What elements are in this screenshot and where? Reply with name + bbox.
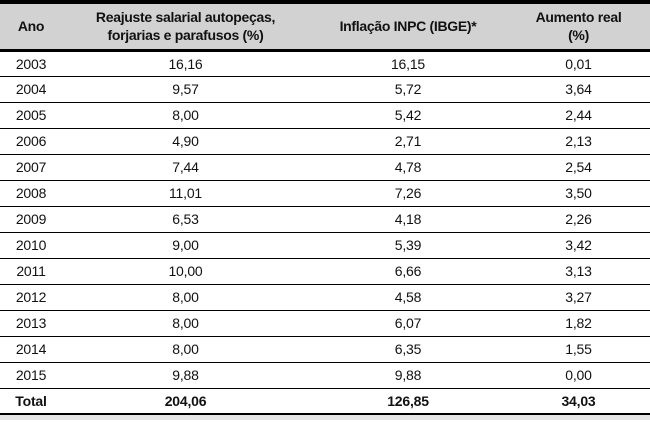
table-row: 2007 7,44 4,78 2,54 (0, 154, 650, 181)
cell-inflacao: 126,85 (309, 388, 507, 414)
total-row: Total 204,06 126,85 34,03 (0, 388, 650, 414)
header-aumento-line1: Aumento real (535, 9, 622, 26)
cell-reajuste: 16,16 (62, 50, 309, 77)
header-ano-label: Ano (17, 18, 45, 35)
table-row: 2015 9,88 9,88 0,00 (0, 362, 650, 389)
cell-ano: 2014 (0, 336, 62, 363)
table-row: 2011 10,00 6,66 3,13 (0, 258, 650, 285)
cell-reajuste: 8,00 (62, 102, 309, 129)
header-reajuste-line2: forjarias e parafusos (%) (107, 27, 264, 44)
cell-ano: Total (0, 388, 62, 414)
cell-ano: 2010 (0, 232, 62, 259)
table-row: 2014 8,00 6,35 1,55 (0, 336, 650, 363)
header-row: Ano Reajuste salarial autopeças, forjari… (0, 2, 650, 52)
salary-inflation-table: Ano Reajuste salarial autopeças, forjari… (0, 0, 650, 415)
cell-inflacao: 5,42 (309, 102, 507, 129)
cell-aumento: 0,00 (507, 362, 650, 389)
cell-inflacao: 6,66 (309, 258, 507, 285)
table-row: 2006 4,90 2,71 2,13 (0, 128, 650, 155)
cell-aumento: 3,13 (507, 258, 650, 285)
table-row: 2012 8,00 4,58 3,27 (0, 284, 650, 311)
cell-reajuste: 10,00 (62, 258, 309, 285)
header-ano: Ano (0, 2, 62, 52)
cell-inflacao: 9,88 (309, 362, 507, 389)
header-reajuste: Reajuste salarial autopeças, forjarias e… (62, 2, 309, 52)
table-row: 2009 6,53 4,18 2,26 (0, 206, 650, 233)
cell-ano: 2004 (0, 76, 62, 103)
cell-inflacao: 4,58 (309, 284, 507, 311)
cell-inflacao: 4,18 (309, 206, 507, 233)
table-row: 2004 9,57 5,72 3,64 (0, 76, 650, 103)
table-row: 2013 8,00 6,07 1,82 (0, 310, 650, 337)
bottom-strip (0, 415, 650, 420)
cell-reajuste: 8,00 (62, 310, 309, 337)
cell-aumento: 34,03 (507, 388, 650, 414)
cell-ano: 2007 (0, 154, 62, 181)
cell-inflacao: 2,71 (309, 128, 507, 155)
cell-aumento: 3,27 (507, 284, 650, 311)
cell-reajuste: 11,01 (62, 180, 309, 207)
cell-ano: 2005 (0, 102, 62, 129)
cell-inflacao: 5,39 (309, 232, 507, 259)
cell-reajuste: 8,00 (62, 284, 309, 311)
cell-aumento: 3,64 (507, 76, 650, 103)
header-aumento-line2: (%) (568, 27, 589, 44)
header-aumento: Aumento real (%) (507, 2, 650, 52)
table-row: 2003 16,16 16,15 0,01 (0, 50, 650, 77)
cell-aumento: 2,13 (507, 128, 650, 155)
cell-ano: 2013 (0, 310, 62, 337)
cell-aumento: 0,01 (507, 50, 650, 77)
cell-reajuste: 9,00 (62, 232, 309, 259)
cell-inflacao: 6,07 (309, 310, 507, 337)
cell-inflacao: 4,78 (309, 154, 507, 181)
cell-ano: 2003 (0, 50, 62, 77)
cell-ano: 2008 (0, 180, 62, 207)
cell-reajuste: 4,90 (62, 128, 309, 155)
cell-ano: 2012 (0, 284, 62, 311)
cell-inflacao: 6,35 (309, 336, 507, 363)
cell-reajuste: 204,06 (62, 388, 309, 414)
cell-ano: 2011 (0, 258, 62, 285)
cell-ano: 2015 (0, 362, 62, 389)
cell-inflacao: 5,72 (309, 76, 507, 103)
cell-aumento: 2,26 (507, 206, 650, 233)
table-header: Ano Reajuste salarial autopeças, forjari… (0, 2, 650, 52)
cell-aumento: 2,54 (507, 154, 650, 181)
cell-aumento: 3,50 (507, 180, 650, 207)
cell-reajuste: 9,57 (62, 76, 309, 103)
cell-aumento: 2,44 (507, 102, 650, 129)
table-body: 2003 16,16 16,15 0,01 2004 9,57 5,72 3,64 2005 8,… (0, 50, 650, 414)
table-row: 2008 11,01 7,26 3,50 (0, 180, 650, 207)
cell-inflacao: 7,26 (309, 180, 507, 207)
table-row: 2010 9,00 5,39 3,42 (0, 232, 650, 259)
header-inflacao: Inflação INPC (IBGE)* (309, 2, 507, 52)
table-row: 2005 8,00 5,42 2,44 (0, 102, 650, 129)
cell-reajuste: 8,00 (62, 336, 309, 363)
cell-aumento: 3,42 (507, 232, 650, 259)
cell-reajuste: 7,44 (62, 154, 309, 181)
cell-reajuste: 6,53 (62, 206, 309, 233)
cell-reajuste: 9,88 (62, 362, 309, 389)
cell-aumento: 1,82 (507, 310, 650, 337)
cell-ano: 2009 (0, 206, 62, 233)
cell-aumento: 1,55 (507, 336, 650, 363)
header-inflacao-label: Inflação INPC (IBGE)* (339, 18, 477, 35)
cell-inflacao: 16,15 (309, 50, 507, 77)
header-reajuste-line1: Reajuste salarial autopeças, (95, 9, 276, 26)
cell-ano: 2006 (0, 128, 62, 155)
